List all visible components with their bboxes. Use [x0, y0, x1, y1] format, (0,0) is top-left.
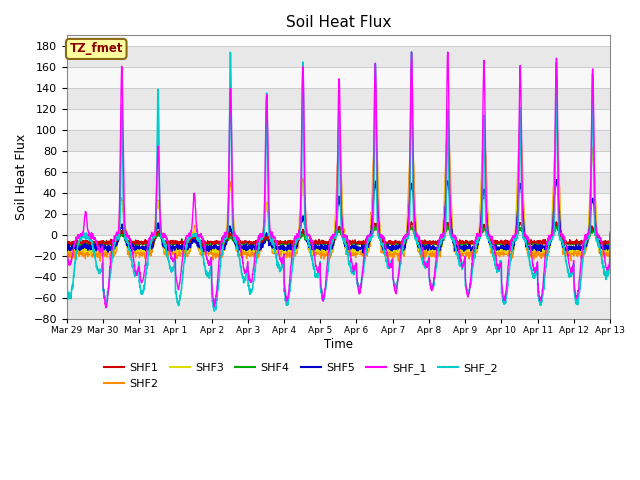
SHF3	[355, 245, 362, 251]
SHF1	[63, 237, 70, 243]
Bar	[67, 67, 610, 88]
X-axis label: Time: Time	[324, 338, 353, 351]
SHF1	[497, 240, 504, 245]
SHF_1	[497, 259, 504, 265]
Bar	[67, 298, 610, 319]
SHF2	[537, 260, 545, 266]
Bar	[67, 130, 610, 151]
SHF_2	[408, 48, 415, 54]
Line: SHF_2: SHF_2	[67, 51, 610, 312]
SHF4	[63, 240, 70, 245]
SHF5	[214, 243, 222, 249]
SHF5	[220, 250, 227, 256]
SHF4	[497, 240, 504, 246]
SHF_2	[606, 232, 614, 238]
SHF4	[516, 223, 524, 229]
SHF_1	[214, 264, 222, 270]
SHF2	[573, 252, 581, 258]
SHF_2	[355, 283, 362, 288]
SHF1	[250, 243, 257, 249]
SHF3	[552, 119, 560, 124]
SHF_1	[355, 286, 362, 291]
SHF3	[63, 246, 70, 252]
Bar	[67, 46, 610, 67]
Bar	[67, 172, 610, 193]
Title: Soil Heat Flux: Soil Heat Flux	[285, 15, 391, 30]
SHF3	[214, 248, 222, 254]
Bar	[67, 256, 610, 277]
Line: SHF_1: SHF_1	[67, 50, 610, 309]
SHF1	[355, 238, 362, 244]
SHF5	[606, 231, 614, 237]
SHF_1	[408, 48, 415, 53]
Bar	[67, 151, 610, 172]
SHF2	[366, 240, 374, 246]
Y-axis label: Soil Heat Flux: Soil Heat Flux	[15, 134, 28, 220]
SHF2	[214, 249, 222, 254]
SHF5	[559, 240, 566, 246]
SHF4	[214, 240, 222, 246]
SHF_2	[214, 281, 222, 287]
SHF5	[63, 245, 70, 251]
Bar	[67, 88, 610, 109]
SHF2	[606, 230, 614, 236]
SHF1	[214, 240, 222, 245]
SHF1	[372, 219, 380, 225]
SHF5	[573, 243, 581, 249]
SHF2	[63, 248, 70, 253]
SHF5	[497, 246, 504, 252]
SHF_2	[211, 309, 219, 314]
Bar	[67, 235, 610, 256]
SHF1	[573, 240, 581, 245]
Line: SHF5: SHF5	[67, 180, 610, 253]
SHF3	[497, 245, 504, 251]
SHF_1	[102, 306, 109, 312]
SHF_2	[63, 285, 70, 291]
SHF4	[559, 240, 566, 246]
SHF4	[355, 240, 362, 246]
SHF4	[366, 237, 374, 243]
SHF_1	[573, 293, 581, 299]
Bar	[67, 214, 610, 235]
SHF4	[218, 244, 225, 250]
SHF1	[606, 231, 614, 237]
SHF3	[606, 232, 614, 238]
Legend: SHF1, SHF2, SHF3, SHF4, SHF5, SHF_1, SHF_2: SHF1, SHF2, SHF3, SHF4, SHF5, SHF_1, SHF…	[99, 359, 502, 393]
SHF_1	[366, 231, 374, 237]
SHF1	[366, 237, 374, 242]
SHF_2	[559, 241, 566, 247]
Bar	[67, 277, 610, 298]
SHF2	[552, 118, 560, 123]
SHF_1	[559, 230, 566, 236]
Text: TZ_fmet: TZ_fmet	[70, 42, 123, 55]
SHF5	[366, 237, 374, 243]
Line: SHF3: SHF3	[67, 121, 610, 254]
SHF5	[355, 248, 362, 254]
Line: SHF1: SHF1	[67, 222, 610, 246]
SHF4	[606, 232, 614, 238]
SHF_1	[63, 251, 70, 257]
SHF2	[496, 246, 504, 252]
SHF3	[366, 239, 374, 244]
SHF5	[553, 178, 561, 183]
SHF_2	[497, 261, 504, 266]
SHF_2	[573, 298, 581, 304]
SHF2	[559, 242, 566, 248]
SHF3	[573, 245, 581, 251]
SHF2	[354, 250, 362, 255]
SHF_2	[366, 235, 374, 241]
Line: SHF4: SHF4	[67, 226, 610, 247]
SHF4	[573, 240, 581, 246]
SHF_1	[606, 230, 614, 236]
SHF3	[559, 244, 566, 250]
SHF1	[559, 237, 566, 242]
Bar	[67, 109, 610, 130]
Line: SHF2: SHF2	[67, 120, 610, 263]
Bar	[67, 193, 610, 214]
SHF3	[313, 252, 321, 257]
